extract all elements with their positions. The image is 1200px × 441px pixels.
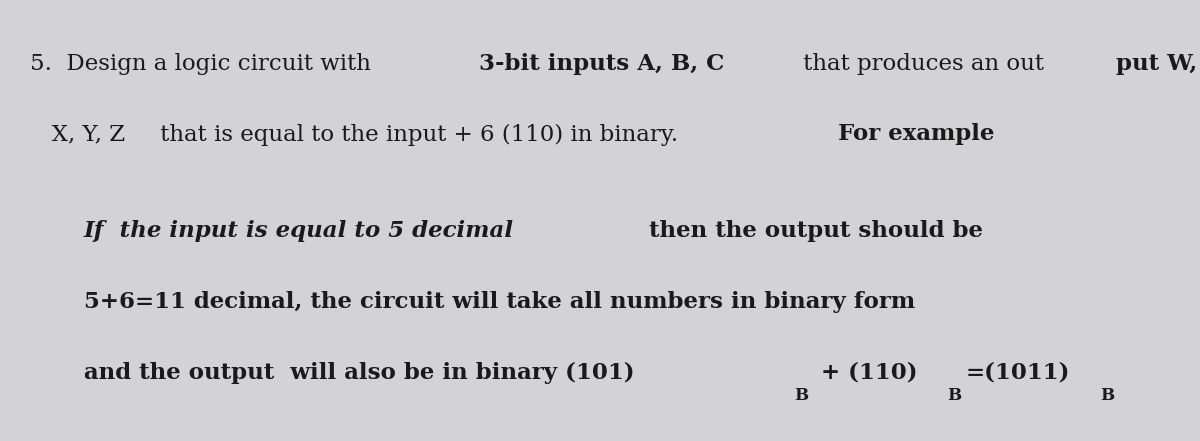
- Text: 5.  Design a logic circuit with: 5. Design a logic circuit with: [30, 53, 378, 75]
- Text: and the output  will also be in binary (101): and the output will also be in binary (1…: [84, 362, 635, 384]
- Text: then the output should be: then the output should be: [649, 220, 983, 243]
- Text: B: B: [947, 387, 961, 404]
- Text: + (110): + (110): [812, 362, 917, 384]
- Text: that is equal to the input + 6 (110) in binary.: that is equal to the input + 6 (110) in …: [152, 123, 678, 146]
- Text: X, Y, Z: X, Y, Z: [30, 123, 125, 146]
- Text: B: B: [794, 387, 809, 404]
- Text: =(1011): =(1011): [966, 362, 1070, 384]
- Text: For example: For example: [830, 123, 995, 146]
- Text: 3-bit inputs A, B, C: 3-bit inputs A, B, C: [479, 53, 725, 75]
- Text: 5+6=11 decimal, the circuit will take all numbers in binary form: 5+6=11 decimal, the circuit will take al…: [84, 291, 916, 313]
- Text: put W,: put W,: [1116, 53, 1198, 75]
- Text: If  the input is equal to 5 decimal: If the input is equal to 5 decimal: [84, 220, 522, 243]
- Text: B: B: [1100, 387, 1115, 404]
- Text: that produces an out: that produces an out: [796, 53, 1044, 75]
